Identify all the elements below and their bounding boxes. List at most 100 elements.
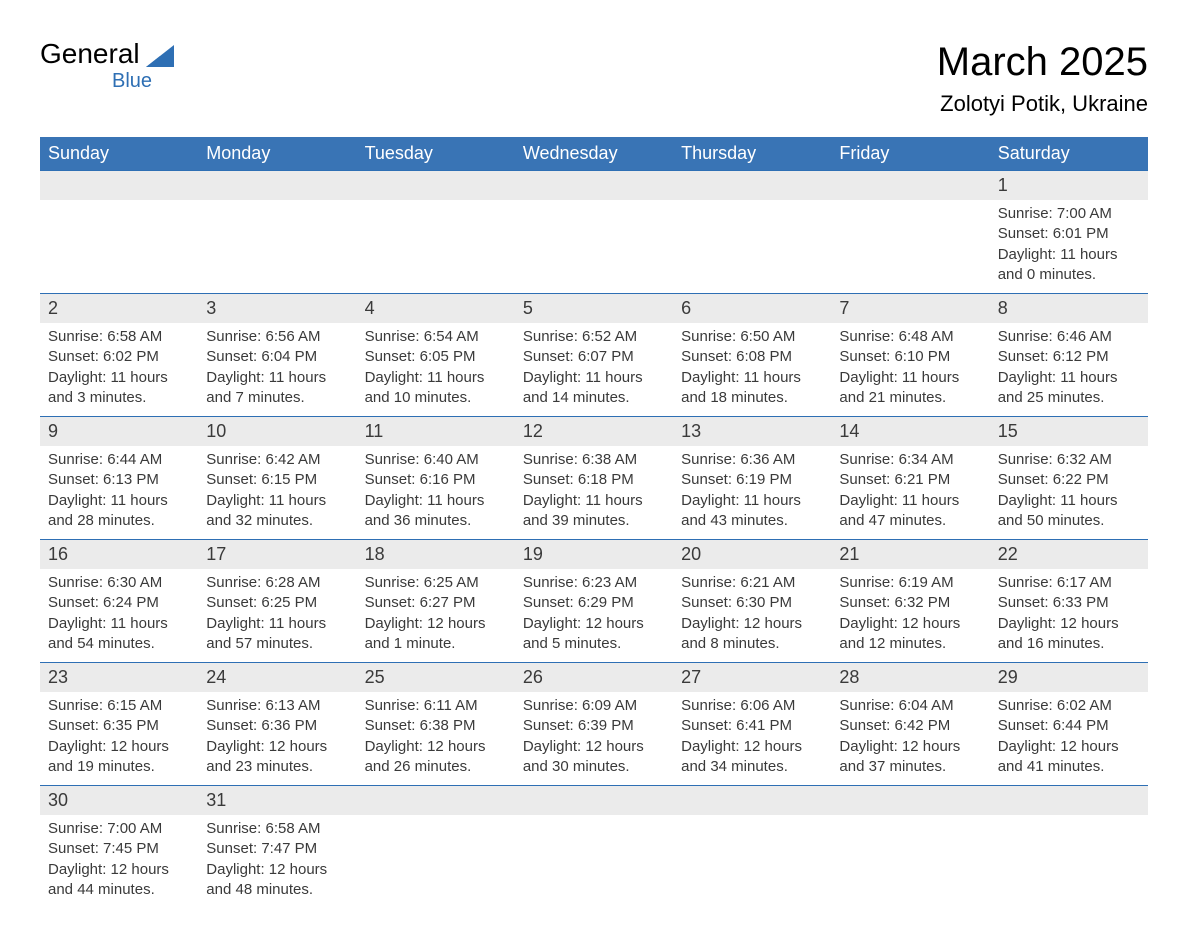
day-num-cell: 1 bbox=[990, 171, 1148, 201]
daylight-text-1: Daylight: 11 hours bbox=[998, 245, 1140, 265]
day-number: 17 bbox=[198, 540, 356, 569]
day-number: 16 bbox=[40, 540, 198, 569]
day-header-monday: Monday bbox=[198, 137, 356, 171]
daylight-text-2: and 23 minutes. bbox=[206, 757, 348, 777]
day-content: Sunrise: 6:46 AMSunset: 6:12 PMDaylight:… bbox=[990, 323, 1148, 416]
day-number: 11 bbox=[357, 417, 515, 446]
day-content-cell: Sunrise: 6:30 AMSunset: 6:24 PMDaylight:… bbox=[40, 569, 198, 663]
day-content-cell: Sunrise: 6:48 AMSunset: 6:10 PMDaylight:… bbox=[831, 323, 989, 417]
day-content-cell bbox=[990, 815, 1148, 908]
day-content-cell bbox=[198, 200, 356, 294]
week-numrow: 16171819202122 bbox=[40, 540, 1148, 570]
daylight-text-2: and 10 minutes. bbox=[365, 388, 507, 408]
day-content-cell: Sunrise: 7:00 AMSunset: 6:01 PMDaylight:… bbox=[990, 200, 1148, 294]
day-content: Sunrise: 7:00 AMSunset: 6:01 PMDaylight:… bbox=[990, 200, 1148, 293]
daylight-text-2: and 44 minutes. bbox=[48, 880, 190, 900]
daylight-text-1: Daylight: 11 hours bbox=[48, 614, 190, 634]
day-content-cell bbox=[831, 815, 989, 908]
day-header-friday: Friday bbox=[831, 137, 989, 171]
sunrise-text: Sunrise: 6:23 AM bbox=[523, 573, 665, 593]
day-num-cell: 4 bbox=[357, 294, 515, 324]
day-content: Sunrise: 6:36 AMSunset: 6:19 PMDaylight:… bbox=[673, 446, 831, 539]
day-content-cell: Sunrise: 6:56 AMSunset: 6:04 PMDaylight:… bbox=[198, 323, 356, 417]
day-content-cell bbox=[515, 200, 673, 294]
day-content-cell: Sunrise: 6:09 AMSunset: 6:39 PMDaylight:… bbox=[515, 692, 673, 786]
day-num-cell: 26 bbox=[515, 663, 673, 693]
day-content: Sunrise: 6:58 AMSunset: 6:02 PMDaylight:… bbox=[40, 323, 198, 416]
day-content: Sunrise: 6:52 AMSunset: 6:07 PMDaylight:… bbox=[515, 323, 673, 416]
day-content-cell: Sunrise: 6:40 AMSunset: 6:16 PMDaylight:… bbox=[357, 446, 515, 540]
sunset-text: Sunset: 6:04 PM bbox=[206, 347, 348, 367]
day-number: 13 bbox=[673, 417, 831, 446]
day-num-cell: 10 bbox=[198, 417, 356, 447]
day-num-cell: 7 bbox=[831, 294, 989, 324]
sunrise-text: Sunrise: 6:13 AM bbox=[206, 696, 348, 716]
day-number: 14 bbox=[831, 417, 989, 446]
day-num-cell: 25 bbox=[357, 663, 515, 693]
day-num-cell bbox=[515, 786, 673, 816]
day-number: 20 bbox=[673, 540, 831, 569]
day-number: 21 bbox=[831, 540, 989, 569]
day-num-cell: 29 bbox=[990, 663, 1148, 693]
day-header-wednesday: Wednesday bbox=[515, 137, 673, 171]
sunset-text: Sunset: 6:33 PM bbox=[998, 593, 1140, 613]
daylight-text-2: and 50 minutes. bbox=[998, 511, 1140, 531]
day-content-cell bbox=[831, 200, 989, 294]
day-content-cell bbox=[515, 815, 673, 908]
sunset-text: Sunset: 7:45 PM bbox=[48, 839, 190, 859]
day-content-cell: Sunrise: 7:00 AMSunset: 7:45 PMDaylight:… bbox=[40, 815, 198, 908]
sunset-text: Sunset: 6:05 PM bbox=[365, 347, 507, 367]
sunset-text: Sunset: 6:39 PM bbox=[523, 716, 665, 736]
sunset-text: Sunset: 6:36 PM bbox=[206, 716, 348, 736]
day-content-cell: Sunrise: 6:13 AMSunset: 6:36 PMDaylight:… bbox=[198, 692, 356, 786]
day-number: 1 bbox=[990, 171, 1148, 200]
sunset-text: Sunset: 6:30 PM bbox=[681, 593, 823, 613]
day-num-cell bbox=[198, 171, 356, 201]
daylight-text-2: and 30 minutes. bbox=[523, 757, 665, 777]
week-numrow: 9101112131415 bbox=[40, 417, 1148, 447]
daylight-text-1: Daylight: 12 hours bbox=[365, 737, 507, 757]
day-num-cell: 27 bbox=[673, 663, 831, 693]
day-num-cell: 15 bbox=[990, 417, 1148, 447]
sunset-text: Sunset: 6:15 PM bbox=[206, 470, 348, 490]
daylight-text-1: Daylight: 11 hours bbox=[365, 368, 507, 388]
day-num-cell bbox=[515, 171, 673, 201]
day-num-cell: 21 bbox=[831, 540, 989, 570]
daylight-text-2: and 54 minutes. bbox=[48, 634, 190, 654]
daylight-text-1: Daylight: 11 hours bbox=[206, 491, 348, 511]
day-content: Sunrise: 6:30 AMSunset: 6:24 PMDaylight:… bbox=[40, 569, 198, 662]
sunset-text: Sunset: 6:42 PM bbox=[839, 716, 981, 736]
day-content-cell bbox=[40, 200, 198, 294]
sunrise-text: Sunrise: 6:19 AM bbox=[839, 573, 981, 593]
calendar-table: Sunday Monday Tuesday Wednesday Thursday… bbox=[40, 137, 1148, 908]
daylight-text-2: and 39 minutes. bbox=[523, 511, 665, 531]
sunset-text: Sunset: 6:38 PM bbox=[365, 716, 507, 736]
sunset-text: Sunset: 6:08 PM bbox=[681, 347, 823, 367]
day-number: 22 bbox=[990, 540, 1148, 569]
day-number: 2 bbox=[40, 294, 198, 323]
daylight-text-2: and 3 minutes. bbox=[48, 388, 190, 408]
daylight-text-1: Daylight: 11 hours bbox=[48, 368, 190, 388]
sunrise-text: Sunrise: 6:32 AM bbox=[998, 450, 1140, 470]
daylight-text-2: and 37 minutes. bbox=[839, 757, 981, 777]
day-content-cell: Sunrise: 6:02 AMSunset: 6:44 PMDaylight:… bbox=[990, 692, 1148, 786]
day-content-cell: Sunrise: 6:44 AMSunset: 6:13 PMDaylight:… bbox=[40, 446, 198, 540]
sunrise-text: Sunrise: 6:48 AM bbox=[839, 327, 981, 347]
daylight-text-1: Daylight: 11 hours bbox=[48, 491, 190, 511]
sunrise-text: Sunrise: 6:40 AM bbox=[365, 450, 507, 470]
daylight-text-2: and 5 minutes. bbox=[523, 634, 665, 654]
day-content: Sunrise: 6:28 AMSunset: 6:25 PMDaylight:… bbox=[198, 569, 356, 662]
daylight-text-1: Daylight: 12 hours bbox=[206, 860, 348, 880]
day-content-cell bbox=[357, 815, 515, 908]
daylight-text-2: and 43 minutes. bbox=[681, 511, 823, 531]
sunset-text: Sunset: 6:29 PM bbox=[523, 593, 665, 613]
daylight-text-1: Daylight: 12 hours bbox=[523, 737, 665, 757]
sunrise-text: Sunrise: 6:06 AM bbox=[681, 696, 823, 716]
daylight-text-1: Daylight: 12 hours bbox=[998, 737, 1140, 757]
day-content: Sunrise: 6:42 AMSunset: 6:15 PMDaylight:… bbox=[198, 446, 356, 539]
day-content: Sunrise: 6:44 AMSunset: 6:13 PMDaylight:… bbox=[40, 446, 198, 539]
sunrise-text: Sunrise: 6:36 AM bbox=[681, 450, 823, 470]
daylight-text-2: and 41 minutes. bbox=[998, 757, 1140, 777]
day-content-cell: Sunrise: 6:58 AMSunset: 6:02 PMDaylight:… bbox=[40, 323, 198, 417]
day-num-cell: 30 bbox=[40, 786, 198, 816]
